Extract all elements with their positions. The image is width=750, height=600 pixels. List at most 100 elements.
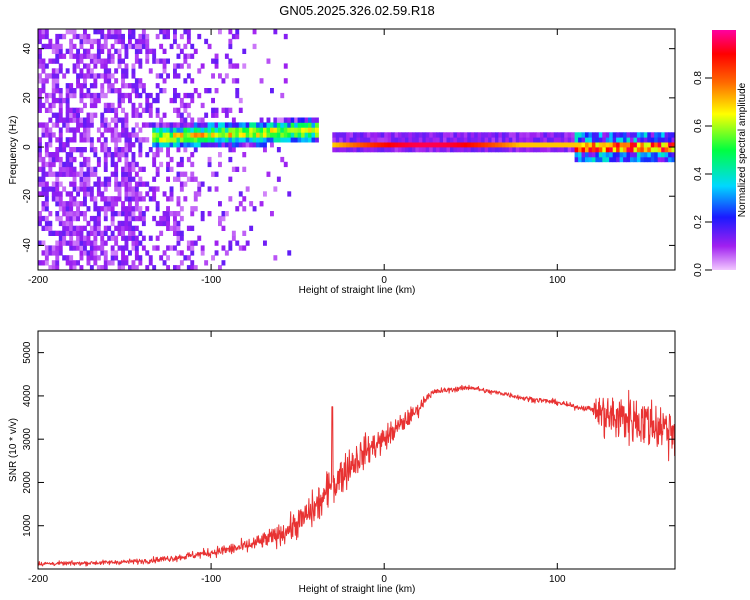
spectrogram-cell [304,127,309,133]
spectrogram-cell [41,102,46,109]
spectrogram-cell [128,92,132,99]
spectrogram-cell [128,191,132,197]
spectrogram-cell [76,63,80,69]
spectrogram-cell [491,142,496,148]
spectrogram-cell [93,53,98,59]
spectrogram-cell [128,196,132,202]
spectrogram-cell [159,127,164,133]
spectrogram-cell [179,117,184,123]
spectrogram-cell [55,53,60,59]
spectrogram-cell [363,142,368,148]
spectrogram-cell [121,107,125,113]
spectrogram-cell [38,58,42,64]
spectrogram-cell [117,181,122,187]
spectrogram-cell [79,166,84,172]
spectrogram-cell [398,142,402,148]
spectrogram-cell [138,152,143,158]
spectrogram-cell [128,161,132,168]
spectrogram-cell [636,156,641,163]
spectrogram-cell [238,142,243,148]
spectrogram-cell [200,132,205,138]
spectrogram-cell [79,265,84,271]
spectrogram-cell [526,137,530,143]
spectrogram-cell [100,230,105,236]
spectrogram-cell [166,255,170,261]
spectrogram-cell [138,206,143,212]
spectrogram-cell [308,132,312,138]
y-tick-label: 4000 [22,384,33,407]
spectrogram-cell [159,215,164,222]
spectrogram-cell [69,147,74,153]
spectrogram-cell [405,142,409,148]
spectrogram-cell [58,161,63,168]
spectrogram-cell [114,255,119,261]
spectrogram-cell [540,147,544,153]
spectrogram-cell [249,142,254,148]
spectrogram-cell [654,137,659,143]
x-tick-label: -100 [201,275,221,286]
spectrogram-cell [283,127,288,133]
spectrogram-cell [138,33,143,40]
spectrogram-cell [138,215,143,222]
spectrogram-cell [190,43,195,50]
spectrogram-cell [422,147,427,153]
spectrogram-cell [134,161,139,168]
spectrogram-cell [190,97,195,104]
spectrogram-cell [204,137,209,143]
spectrogram-cell [134,122,139,128]
spectrogram-cell [93,78,98,84]
spectrogram-cell [401,132,406,138]
spectrogram-cell [124,73,129,79]
spectrogram-cell [259,78,264,84]
spectrogram-cell [76,186,80,192]
spectrogram-cell [93,58,98,64]
spectrogram-cell [235,127,240,133]
spectrogram-cell [145,250,150,256]
spectrogram-cell [616,152,620,158]
spectrogram-cell [83,137,87,143]
spectrogram-cell [100,240,105,246]
snr-ylabel: SNR (10 * v/v) [8,418,19,482]
spectrogram-cell [273,29,278,35]
spectrogram-cell [83,53,87,59]
spectrogram-cell [581,156,586,163]
spectrogram-cell [121,78,125,84]
spectrogram-cell [515,147,520,153]
snr-frame [37,330,676,570]
spectrogram-cell [131,230,136,236]
spectrogram-cell [103,255,108,261]
spectrogram-cell [62,73,67,79]
spectrogram-cell [65,260,70,266]
spectrogram-cell [242,48,247,54]
spectrogram-cell [204,112,209,118]
spectrogram-cell [121,230,125,236]
spectrogram-cell [79,176,84,182]
spectrogram-cell [612,147,617,153]
spectrogram-cell [643,147,648,153]
spectrogram-cell [249,225,254,231]
spectrogram-cell [38,181,42,187]
spectrogram-cell [103,240,108,246]
spectrogram-cell [152,176,157,182]
spectrogram-cell [495,137,499,143]
spectrogram-cell [48,127,53,133]
spectrogram-cell [578,147,582,153]
spectrogram-cell [38,211,42,217]
spectrogram-cell [342,147,347,153]
spectrogram-cell [207,132,212,138]
spectrogram-cell [131,215,136,222]
spectrogram-cell [128,176,132,182]
spectrogram-cell [224,142,229,148]
spectrogram-cell [501,132,506,138]
spectrogram-cell [93,92,98,99]
spectrogram-cell [155,186,160,192]
spectrogram-cell [89,102,94,109]
spectrogram-cell [65,156,70,163]
spectrogram-cell [44,63,49,69]
spectrogram-cell [128,29,132,35]
spectrogram-cell [65,122,70,128]
spectrogram-cell [103,122,108,128]
spectrogram-cell [76,240,80,246]
spectrogram-cell [186,132,191,138]
spectrogram-cell [228,142,233,148]
